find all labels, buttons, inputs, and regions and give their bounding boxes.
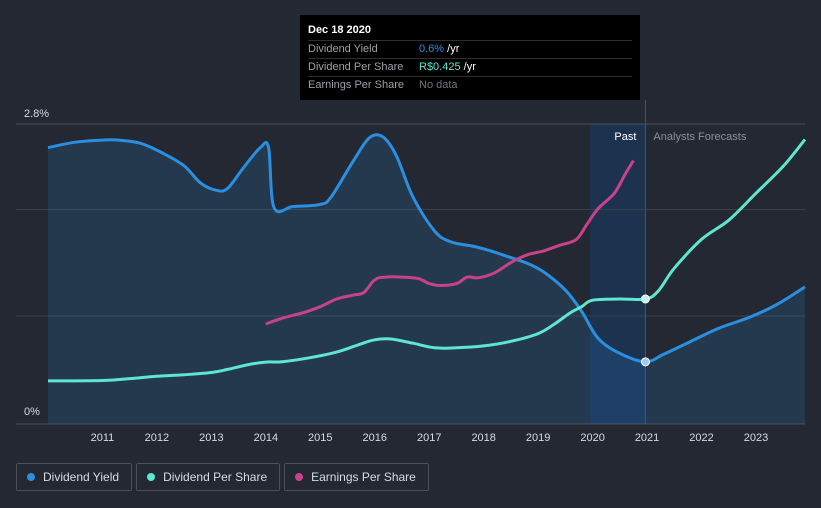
tooltip-value-number: No data — [419, 79, 458, 91]
x-tick-label: 2012 — [145, 432, 169, 444]
dividend-yield-area — [48, 134, 805, 424]
tooltip-label: Dividend Per Share — [308, 61, 404, 73]
tooltip-value-number: 0.6% — [419, 43, 445, 55]
x-tick-label: 2015 — [308, 432, 332, 444]
legend-dot-icon — [295, 473, 304, 481]
tooltip-value-number: R$0.425 — [419, 61, 461, 73]
tooltip-row-earnings-per-share: Earnings Per Share No data — [308, 76, 632, 94]
x-tick-label: 2023 — [744, 432, 768, 444]
tooltip-value-unit: /yr — [460, 61, 476, 73]
tooltip-date: Dec 18 2020 — [308, 24, 371, 36]
earnings-per-share-line — [265, 159, 635, 326]
y-tick-top: 2.8% — [24, 108, 49, 120]
chart-legend: Dividend Yield Dividend Per Share Earnin… — [16, 463, 429, 491]
dividend-yield-line — [47, 133, 806, 364]
legend-dividend-yield[interactable]: Dividend Yield — [16, 463, 133, 491]
legend-dividend-per-share[interactable]: Dividend Per Share — [136, 463, 281, 491]
x-tick-label: 2022 — [689, 432, 713, 444]
chart-tooltip: Dec 18 2020 Dividend Yield 0.6% /yr Divi… — [300, 15, 640, 100]
tooltip-label: Dividend Yield — [308, 43, 378, 55]
x-tick-label: 2020 — [580, 432, 604, 444]
past-label: Past — [614, 131, 636, 143]
x-tick-label: 2018 — [471, 432, 495, 444]
tooltip-value: No data — [419, 77, 458, 94]
x-axis-ticks: 2011 2012 2013 2014 2015 2016 2017 2018 2019 2020… — [91, 432, 769, 444]
tooltip-row-dividend-yield: Dividend Yield 0.6% /yr — [308, 40, 632, 58]
legend-dot-icon — [27, 473, 35, 481]
legend-label: Earnings Per Share — [311, 470, 416, 484]
x-tick-label: 2014 — [254, 432, 278, 444]
tooltip-row-dividend-per-share: Dividend Per Share R$0.425 /yr — [308, 58, 632, 76]
x-tick-label: 2021 — [635, 432, 659, 444]
tooltip-value-unit: /yr — [444, 43, 460, 55]
forecast-label: Analysts Forecasts — [653, 131, 746, 143]
past-shade-band — [589, 124, 646, 424]
dividend-per-share-line — [47, 138, 807, 383]
legend-dot-icon — [147, 473, 156, 481]
tooltip-label: Earnings Per Share — [308, 79, 404, 91]
x-tick-label: 2011 — [91, 432, 115, 444]
tooltip-value: R$0.425 /yr — [419, 59, 476, 76]
x-tick-label: 2017 — [417, 432, 441, 444]
dividend-yield-marker[interactable] — [640, 357, 650, 367]
y-tick-bottom: 0% — [24, 406, 40, 418]
tooltip-value: 0.6% /yr — [419, 41, 459, 58]
x-tick-label: 2013 — [199, 432, 223, 444]
legend-label: Dividend Yield — [43, 470, 120, 484]
x-tick-label: 2016 — [363, 432, 387, 444]
x-tick-label: 2019 — [526, 432, 550, 444]
dividend-per-share-marker[interactable] — [640, 294, 650, 304]
legend-earnings-per-share[interactable]: Earnings Per Share — [284, 463, 429, 491]
legend-label: Dividend Per Share — [163, 470, 268, 484]
